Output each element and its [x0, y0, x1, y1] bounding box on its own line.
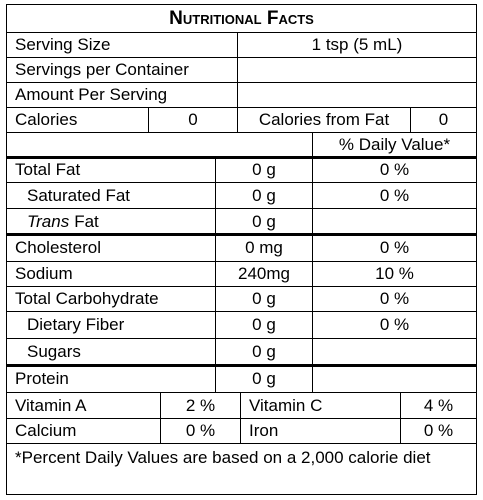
nutrient-dv — [312, 208, 477, 235]
footnote: *Percent Daily Values are based on a 2,0… — [6, 443, 477, 495]
nutrient-dv: 10 % — [312, 261, 477, 287]
nutrient-amount: 0 g — [215, 311, 313, 339]
nutrient-label: Protein — [6, 365, 216, 393]
nutrient-amount: 0 g — [215, 157, 313, 183]
vitamin-label: Vitamin C — [240, 392, 401, 419]
vitamin-value: 0 % — [400, 418, 477, 444]
vitamin-value: 0 % — [160, 418, 241, 444]
divider — [6, 156, 477, 159]
amount-label: Amount Per Serving — [6, 82, 238, 108]
nutrient-amount: 0 g — [215, 286, 313, 312]
nutrient-label: Cholesterol — [6, 234, 216, 262]
empty-cell — [237, 57, 477, 83]
calories-value: 0 — [148, 107, 238, 133]
nutrient-label: Trans Fat — [6, 208, 216, 235]
nutrient-label: Total Fat — [6, 157, 216, 183]
label: Fat — [74, 211, 99, 231]
nutrient-dv — [312, 338, 477, 366]
dv-header: % Daily Value* — [312, 132, 477, 158]
vitamin-value: 4 % — [400, 392, 477, 419]
empty-cell — [6, 132, 313, 158]
nutrient-dv: 0 % — [312, 234, 477, 262]
nutrient-amount: 240mg — [215, 261, 313, 287]
vitamin-label: Vitamin A — [6, 392, 161, 419]
calories-fat-value: 0 — [410, 107, 477, 133]
title: Nutritional Facts — [6, 4, 477, 33]
nutrient-label: Saturated Fat — [6, 182, 216, 209]
nutrient-amount: 0 g — [215, 365, 313, 393]
servings-label: Servings per Container — [6, 57, 238, 83]
nutrient-dv: 0 % — [312, 286, 477, 312]
nutrient-label: Dietary Fiber — [6, 311, 216, 339]
divider — [6, 364, 477, 367]
nutrient-label: Total Carbohydrate — [6, 286, 216, 312]
nutrient-label: Sodium — [6, 261, 216, 287]
nutrient-dv: 0 % — [312, 182, 477, 209]
vitamin-value: 2 % — [160, 392, 241, 419]
italic-label: Trans — [27, 211, 70, 231]
nutrient-amount: 0 mg — [215, 234, 313, 262]
calories-label: Calories — [6, 107, 149, 133]
nutrient-dv: 0 % — [312, 157, 477, 183]
empty-cell — [237, 82, 477, 108]
serving-size-value: 1 tsp (5 mL) — [237, 32, 477, 58]
calories-fat-label: Calories from Fat — [237, 107, 411, 133]
serving-size-label: Serving Size — [6, 32, 238, 58]
vitamin-label: Iron — [240, 418, 401, 444]
nutrient-amount: 0 g — [215, 338, 313, 366]
nutrient-amount: 0 g — [215, 182, 313, 209]
nutrient-dv: 0 % — [312, 311, 477, 339]
divider — [6, 233, 477, 236]
vitamin-label: Calcium — [6, 418, 161, 444]
nutrient-amount: 0 g — [215, 208, 313, 235]
nutrient-label: Sugars — [6, 338, 216, 366]
nutrient-dv — [312, 365, 477, 393]
